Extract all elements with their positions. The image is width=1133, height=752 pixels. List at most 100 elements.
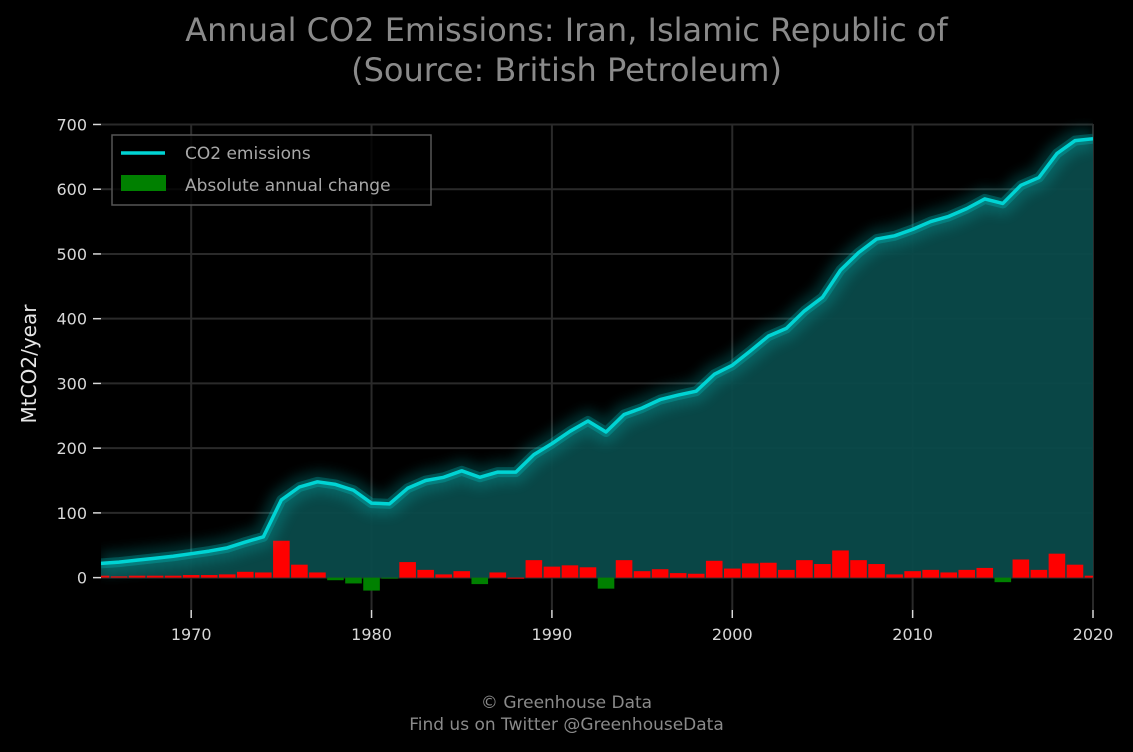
x-tick-label: 1990 [532, 625, 573, 644]
emissions-point [586, 419, 590, 423]
axes: 0 100 200 300 400 500 600 700 1970 1980 1990 2000 20… [17, 115, 1113, 644]
change-bar [976, 567, 994, 578]
emissions-point [334, 483, 337, 486]
change-bar [381, 577, 398, 579]
emissions-point [496, 470, 499, 474]
change-bar [236, 571, 254, 578]
emissions-point [839, 268, 842, 272]
change-bar [525, 560, 543, 578]
change-bar [904, 571, 921, 578]
change-bar [778, 569, 795, 578]
emissions-point [208, 549, 211, 553]
emissions-point [478, 476, 481, 479]
emissions-point [352, 489, 355, 492]
emissions-point [101, 562, 103, 565]
x-tick-label: 2020 [1073, 625, 1114, 644]
emissions-point [280, 498, 283, 502]
emissions-point [171, 555, 175, 558]
x-tick-label: 2010 [892, 625, 933, 644]
change-bar [850, 560, 867, 578]
emissions-point [929, 220, 932, 223]
legend-label-emissions: CO2 emissions [185, 144, 311, 164]
change-bar [723, 568, 741, 578]
emissions-point [316, 480, 319, 484]
legend: CO2 emissions Absolute annual change [111, 134, 432, 206]
line-layer [101, 127, 1093, 575]
emissions-point [640, 406, 644, 410]
x-tick-label: 2000 [712, 625, 753, 644]
change-bar [164, 575, 182, 578]
emissions-area [101, 138, 1093, 578]
emissions-point [568, 430, 572, 433]
change-bar [399, 562, 416, 578]
change-bar [687, 573, 705, 578]
change-bar [101, 575, 110, 578]
footer-copyright: © Greenhouse Data [480, 693, 653, 713]
change-bar [327, 577, 344, 581]
change-bar [615, 560, 633, 578]
change-bar [561, 565, 579, 578]
emissions-point [803, 309, 806, 313]
change-bar [868, 564, 885, 578]
change-bar [218, 574, 236, 578]
emissions-point [695, 389, 698, 393]
emissions-point [893, 234, 896, 238]
change-bar [291, 564, 308, 578]
change-bar [886, 574, 903, 578]
emissions-point [911, 228, 914, 231]
emissions-point [1019, 184, 1023, 187]
change-bar [669, 573, 687, 578]
emissions-point [1073, 139, 1077, 142]
change-bar [489, 572, 507, 578]
emissions-point [731, 364, 734, 367]
emissions-point [658, 398, 662, 401]
emissions-point [189, 552, 193, 555]
emissions-line [101, 136, 1093, 566]
emissions-point [767, 334, 770, 338]
change-bar [1048, 553, 1066, 578]
change-bar [742, 563, 759, 578]
emissions-point [875, 237, 878, 241]
change-bar [579, 567, 597, 578]
change-bar [255, 572, 272, 578]
change-bar [958, 569, 976, 578]
change-bar [832, 550, 849, 578]
emissions-point [442, 476, 445, 479]
legend-box [111, 134, 432, 206]
y-tick-label: 0 [77, 569, 87, 588]
change-bar [309, 572, 326, 578]
emissions-point [262, 535, 265, 539]
chart-title-line2: (Source: British Petroleum) [351, 51, 782, 89]
change-bar [182, 575, 200, 578]
change-bar [453, 571, 471, 578]
emissions-point [1037, 176, 1041, 179]
emissions-point [550, 442, 554, 445]
change-bar [128, 575, 146, 578]
change-bar [363, 577, 380, 591]
change-bar [146, 575, 164, 578]
change-bar [814, 564, 831, 578]
change-bar [435, 574, 452, 578]
x-tick-label: 1970 [171, 625, 212, 644]
emissions-point [785, 327, 788, 330]
emissions-point [135, 558, 139, 562]
emissions-point [298, 485, 301, 489]
change-bar [1012, 559, 1030, 578]
change-bar [417, 569, 434, 578]
y-tick-label: 300 [56, 374, 87, 393]
legend-bar-swatch [121, 175, 166, 191]
emissions-point [153, 557, 157, 560]
change-bar [651, 569, 669, 578]
footer: © Greenhouse Data Find us on Twitter @Gr… [0, 692, 1133, 736]
emissions-point [983, 197, 986, 201]
emissions-point [1001, 202, 1005, 205]
change-bar [994, 577, 1012, 583]
y-tick-label: 100 [56, 504, 87, 523]
change-bar [471, 577, 489, 585]
y-tick-label: 600 [56, 180, 87, 199]
chart-title: Annual CO2 Emissions: Iran, Islamic Repu… [0, 10, 1133, 90]
change-bar [633, 571, 651, 578]
change-bar [1066, 564, 1084, 578]
emissions-point [713, 373, 716, 376]
